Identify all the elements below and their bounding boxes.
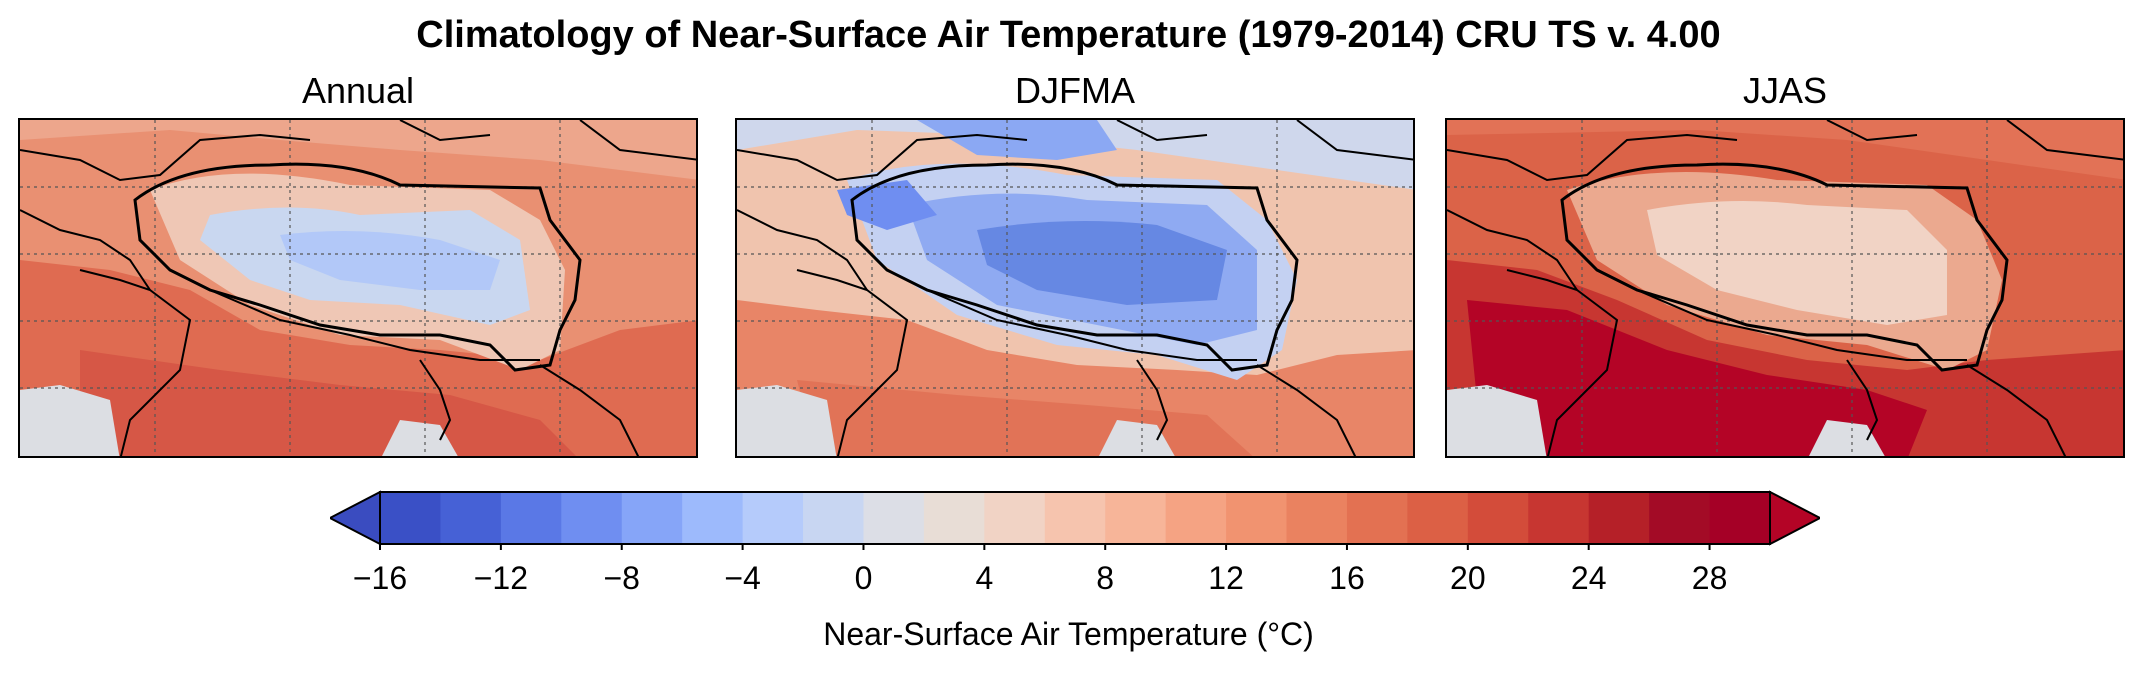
colorbar-bin <box>561 492 623 544</box>
panel-title-annual: Annual <box>301 70 415 111</box>
colorbar-bin <box>621 492 683 544</box>
colorbar-bin <box>1044 492 1106 544</box>
map-djfma <box>737 120 1413 456</box>
country-borders <box>1447 120 2123 456</box>
colorbar-bin <box>1588 492 1650 544</box>
map-annual <box>20 120 696 456</box>
map-panel-jjas <box>1445 118 2125 458</box>
map-panel-annual <box>18 118 698 458</box>
colorbar-tick-label: 12 <box>1208 560 1244 596</box>
bay-mask <box>382 420 458 456</box>
colorbar-bin <box>1709 492 1771 544</box>
colorbar-bin <box>1528 492 1590 544</box>
colorbar-frame <box>379 491 1771 545</box>
colorbar-label: Near-Surface Air Temperature (°C) <box>823 616 1314 652</box>
colorbar-bin <box>742 492 804 544</box>
map-panel-djfma <box>735 118 1415 458</box>
northern-band <box>1447 120 2123 180</box>
colorbar-bin <box>1105 492 1167 544</box>
panel-title-jjas: JJAS <box>1742 70 1828 111</box>
plateau-outline <box>850 162 1299 372</box>
gridlines <box>1447 120 2123 456</box>
colorbar-tick-label: 24 <box>1570 560 1607 596</box>
india-hot-region <box>80 350 576 456</box>
colorbar-bin <box>1407 492 1469 544</box>
colorbar-bin <box>1467 492 1529 544</box>
colorbar-tick-label: 0 <box>854 560 873 596</box>
colorbar-tick-label: 20 <box>1450 560 1486 596</box>
map-jjas <box>1447 120 2123 456</box>
colorbar-tick-label: −16 <box>352 560 408 596</box>
colorbar-bin <box>682 492 744 544</box>
plateau-cold-2 <box>977 221 1227 305</box>
chart-title: Climatology of Near-Surface Air Temperat… <box>416 14 1721 56</box>
colorbar-bin <box>1346 492 1408 544</box>
gridlines <box>737 120 1413 456</box>
gridlines <box>20 120 696 456</box>
arabian-sea-mask <box>737 385 837 456</box>
plateau-mild <box>1647 201 1947 325</box>
colorbar-bin <box>923 492 985 544</box>
colorbar-bin <box>803 492 864 544</box>
northern-band <box>20 120 696 180</box>
panel-title-djfma: DJFMA <box>1015 70 1135 111</box>
colorbar <box>327 490 1823 550</box>
colorbar-tick-label: −12 <box>473 560 528 596</box>
colorbar-tick-label: 4 <box>975 560 994 596</box>
colorbar-tick-labels: −16 −12 −8 −4 0 4 8 12 16 20 24 28 <box>0 560 2137 600</box>
arabian-sea-mask <box>20 385 120 456</box>
bay-mask <box>1809 420 1885 456</box>
plateau-outline <box>1560 162 2009 372</box>
colorbar-bin <box>440 492 502 544</box>
colorbar-bin <box>1286 492 1348 544</box>
colorbar-svg <box>327 490 1823 550</box>
country-borders <box>20 120 696 456</box>
colorbar-tick-label: 16 <box>1329 560 1365 596</box>
plateau-cool-2 <box>280 231 500 290</box>
colorbar-tick-label: 8 <box>1096 560 1115 596</box>
colorbar-bin <box>1649 492 1711 544</box>
colorbar-bin <box>1165 492 1227 544</box>
colorbar-bin <box>380 492 441 544</box>
colorbar-bin <box>500 492 562 544</box>
colorbar-bin <box>863 492 925 544</box>
colorbar-under-arrow <box>327 490 381 546</box>
bay-mask <box>1099 420 1175 456</box>
colorbar-bin <box>1226 492 1288 544</box>
colorbar-bin <box>984 492 1046 544</box>
colorbar-over-arrow <box>1769 490 1823 546</box>
colorbar-tick-label: −4 <box>724 560 761 596</box>
northern-cold-band <box>737 120 1413 190</box>
country-borders <box>737 120 1413 456</box>
plateau-outline <box>133 162 582 372</box>
colorbar-tick-label: −8 <box>603 560 640 596</box>
arabian-sea-mask <box>1447 385 1547 456</box>
colorbar-tick-label: 28 <box>1691 560 1728 596</box>
